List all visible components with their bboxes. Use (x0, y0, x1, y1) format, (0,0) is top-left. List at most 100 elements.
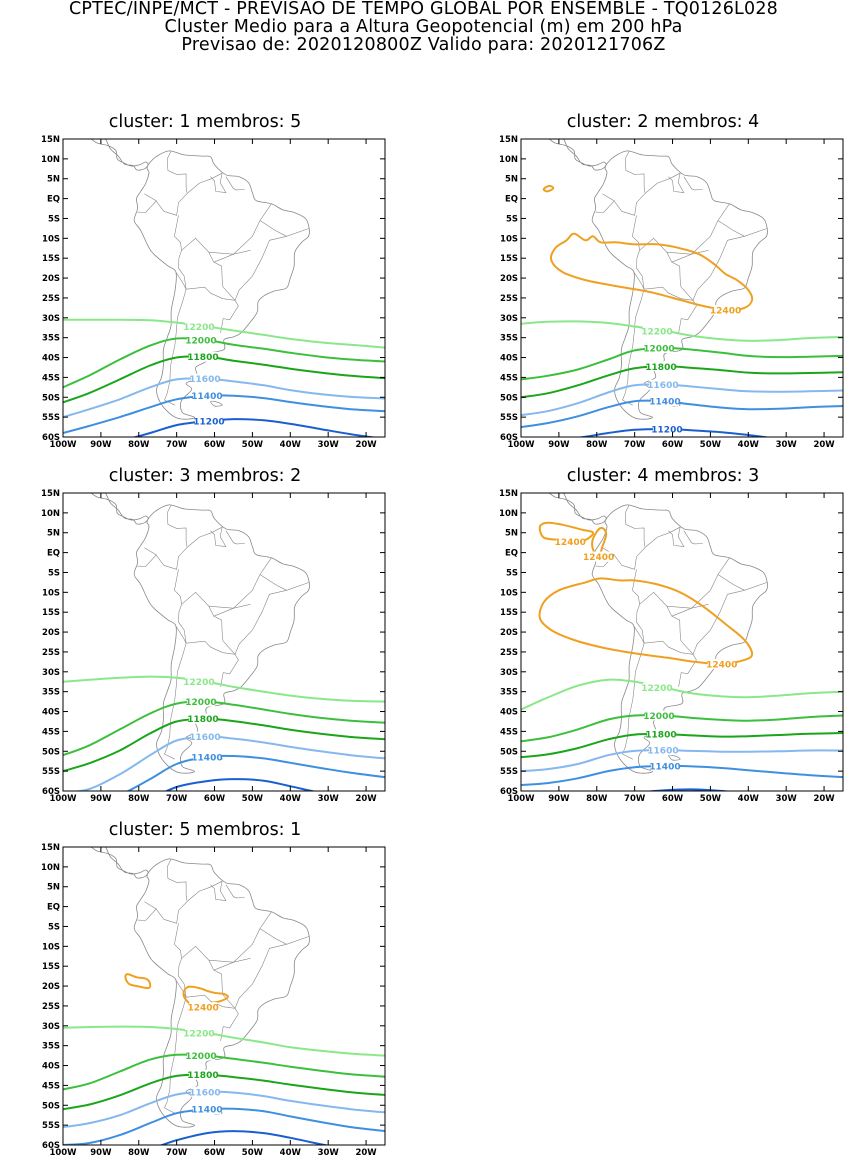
country-border (234, 936, 310, 1009)
lat-tick-label: EQ (505, 195, 518, 205)
contour-high-12400 (538, 521, 595, 543)
contour-11600 (63, 1090, 385, 1129)
map-content: 12200 12000 11800 11600 11400 12400 12400 12400 (521, 493, 843, 791)
country-border (186, 286, 236, 301)
contour-label-bg (188, 1069, 217, 1080)
lat-tick-label: 5S (506, 214, 518, 224)
contour-12000 (63, 700, 385, 757)
contour-label: 12200 (641, 684, 672, 694)
contour-label-bg (192, 751, 221, 762)
country-border (163, 172, 223, 216)
contour-label: 12400 (706, 660, 737, 670)
lat-tick-label: 15N (41, 489, 60, 499)
contour-label-bg (184, 676, 213, 687)
contour-label-bg (194, 416, 223, 427)
coastline-south-america (591, 150, 768, 420)
contour-label: 11200 (651, 426, 682, 436)
contour-label-bg (186, 335, 215, 346)
lat-tick-label: 55S (42, 413, 60, 423)
contour-label: 11400 (191, 753, 222, 763)
lon-tick-label: 100W (49, 440, 77, 450)
lat-tick-label: 35S (500, 334, 518, 344)
country-border (210, 527, 227, 547)
lat-tick-label: 60S (500, 787, 518, 797)
lat-tick-label: 40S (42, 1062, 60, 1072)
country-border (174, 569, 187, 644)
lon-tick-label: 90W (90, 1148, 112, 1158)
contour-high-12400 (591, 526, 608, 558)
contour-label: 11800 (645, 363, 676, 373)
lon-tick-label: 90W (90, 440, 112, 450)
country-border (144, 193, 165, 212)
contour-label-bg (584, 551, 613, 562)
lat-tick-label: 5N (47, 175, 60, 185)
contour-11800 (521, 365, 843, 399)
contour-label-bg (186, 1050, 215, 1061)
panel-title: cluster: 5 membros: 1 (108, 820, 302, 840)
lon-tick-label: 70W (166, 440, 188, 450)
lon-tick-label: 30W (318, 440, 340, 450)
contour-12000 (521, 714, 843, 743)
country-border (163, 526, 223, 570)
lat-tick-label: 60S (42, 433, 60, 443)
lat-tick-label: 5S (48, 214, 60, 224)
country-border (683, 530, 703, 545)
panel-title: cluster: 2 membros: 4 (566, 112, 760, 132)
country-border (602, 193, 623, 212)
country-border (259, 220, 287, 237)
lon-tick-label: 70W (166, 794, 188, 804)
lon-tick-label: 70W (624, 440, 646, 450)
contour-label-bg (184, 1027, 213, 1038)
contour-label: 11800 (187, 353, 218, 363)
lon-tick-label: 20W (355, 1148, 377, 1158)
lat-tick-label: 30S (42, 314, 60, 324)
lat-tick-label: 10S (500, 588, 518, 598)
lon-tick-label: 30W (776, 794, 798, 804)
map-content: 12200 12000 11800 11600 11400 12400 (63, 847, 385, 1145)
contour-label-bg (646, 361, 675, 372)
panel-title: cluster: 4 membros: 3 (566, 466, 760, 486)
country-border (213, 203, 272, 263)
lat-tick-label: 30S (42, 1022, 60, 1032)
lon-tick-label: 20W (355, 440, 377, 450)
panel-title: cluster: 1 membros: 5 (108, 112, 302, 132)
lon-tick-label: 90W (548, 440, 570, 450)
country-border (208, 958, 251, 963)
lon-tick-label: 40W (280, 1148, 302, 1158)
country-border (137, 200, 157, 213)
country-border (624, 151, 646, 193)
country-border (692, 228, 768, 301)
lat-tick-label: 15S (500, 608, 518, 618)
contour-11800 (63, 1073, 385, 1111)
country-border (210, 881, 227, 901)
lat-tick-label: 25S (500, 648, 518, 658)
island-outline (668, 754, 681, 761)
contour-label: 11600 (647, 747, 678, 757)
lat-tick-label: 30S (500, 668, 518, 678)
contour-label: 11600 (189, 375, 220, 385)
country-border (632, 215, 645, 290)
contour-11600 (63, 377, 385, 419)
lat-tick-label: 15N (499, 135, 518, 145)
lon-tick-label: 50W (242, 794, 264, 804)
lat-tick-label: 5S (48, 568, 60, 578)
lon-tick-label: 40W (280, 794, 302, 804)
country-border (164, 625, 187, 760)
country-border (717, 574, 745, 591)
country-border (621, 526, 681, 570)
contour-label: 11400 (191, 392, 222, 402)
country-border (234, 582, 310, 655)
coastline-south-america (133, 858, 310, 1128)
figure-header: CPTEC/INPE/MCT - PREVISAO DE TEMPO GLOBA… (0, 0, 847, 54)
contour-label-bg (190, 731, 219, 742)
country-border (259, 574, 287, 591)
country-border (225, 176, 245, 191)
country-border (213, 557, 272, 617)
contour-label: 12400 (555, 538, 586, 548)
lon-tick-label: 80W (586, 440, 608, 450)
contour-high-12400 (124, 973, 152, 990)
lat-tick-label: 5S (506, 568, 518, 578)
lon-tick-label: 50W (242, 1148, 264, 1158)
contour-label: 11600 (189, 1088, 220, 1098)
lon-tick-label: 50W (700, 440, 722, 450)
